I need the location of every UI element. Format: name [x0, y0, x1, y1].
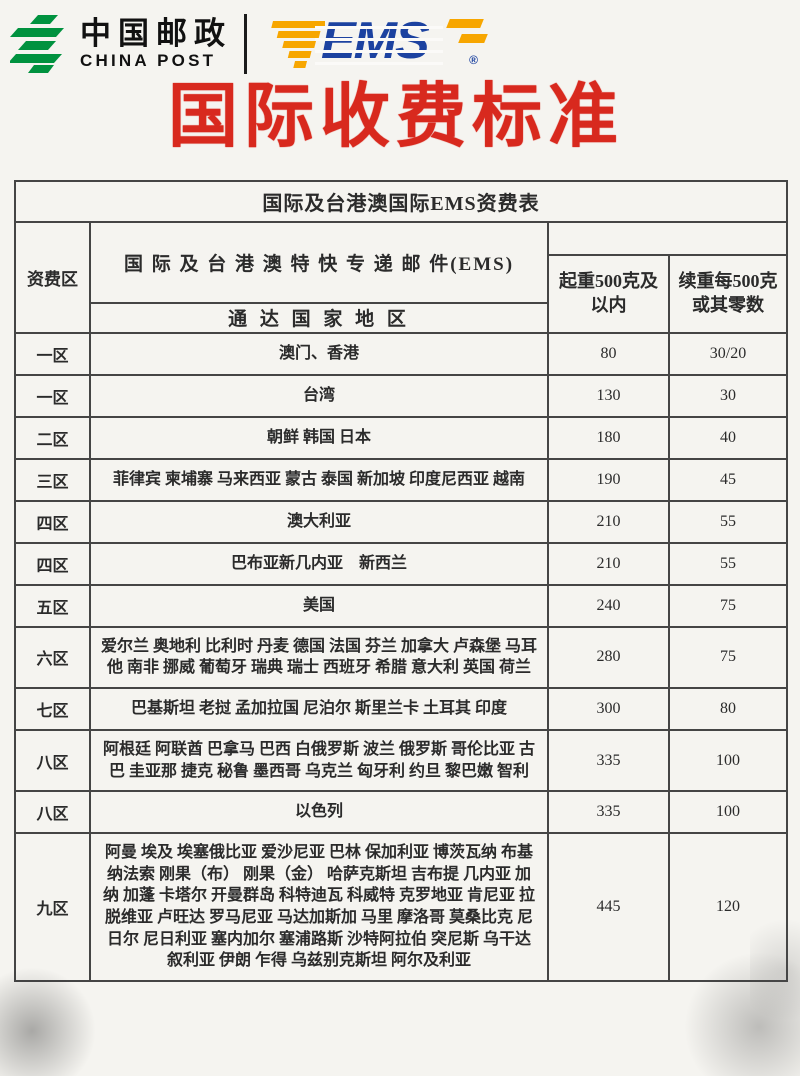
zone-cell: 一区 [14, 373, 91, 418]
additional-weight-price-cell: 55 [667, 499, 789, 544]
countries-cell: 朝鲜 韩国 日本 [89, 415, 549, 460]
additional-weight-price-cell: 100 [667, 728, 789, 793]
zone-cell: 四区 [14, 499, 91, 544]
ems-chevron-icon [271, 20, 325, 68]
zone-cell: 五区 [14, 583, 91, 628]
rate-table-body: 一区 澳门、香港 80 30/20 一区 台湾 130 30 二区 朝鲜 韩国 … [14, 331, 789, 982]
first-weight-price-cell: 240 [547, 583, 670, 628]
first-weight-price-cell: 210 [547, 499, 670, 544]
additional-weight-price-cell: 120 [667, 832, 789, 982]
header-zone: 资费区 [14, 220, 91, 334]
countries-cell: 以色列 [89, 790, 549, 835]
first-weight-price-cell: 130 [547, 373, 670, 418]
additional-weight-price-cell: 30 [667, 373, 789, 418]
rate-row: 二区 朝鲜 韩国 日本 180 40 [14, 415, 789, 460]
header-service: 国 际 及 台 港 澳 特 快 专 递 邮 件(EMS) [89, 220, 549, 304]
china-post-logo-icon [10, 14, 64, 73]
rate-row: 六区 爱尔兰 奥地利 比利时 丹麦 德国 法国 芬兰 加拿大 卢森堡 马耳他 南… [14, 625, 789, 689]
rate-row: 八区 以色列 335 100 [14, 790, 789, 835]
countries-cell: 澳门、香港 [89, 331, 549, 376]
rate-row: 四区 巴布亚新几内亚 新西兰 210 55 [14, 541, 789, 586]
countries-cell: 美国 [89, 583, 549, 628]
rate-row: 五区 美国 240 75 [14, 583, 789, 628]
header-row-1: 资费区 国 际 及 台 港 澳 特 快 专 递 邮 件(EMS) [14, 220, 789, 334]
additional-weight-price-cell: 75 [667, 583, 789, 628]
countries-cell: 巴基斯坦 老挝 孟加拉国 尼泊尔 斯里兰卡 土耳其 印度 [89, 686, 549, 731]
countries-cell: 台湾 [89, 373, 549, 418]
countries-cell: 爱尔兰 奥地利 比利时 丹麦 德国 法国 芬兰 加拿大 卢森堡 马耳他 南非 挪… [89, 625, 549, 689]
countries-cell: 阿根廷 阿联酋 巴拿马 巴西 白俄罗斯 波兰 俄罗斯 哥伦比亚 古巴 圭亚那 捷… [89, 728, 549, 793]
header-first-weight: 起重500克及以内 [547, 253, 670, 334]
ems-logo: EMS ® [263, 12, 488, 75]
brand-header: 中国邮政 CHINA POST EMS ® [0, 0, 800, 78]
first-weight-price-cell: 445 [547, 832, 670, 982]
zone-cell: 一区 [14, 331, 91, 376]
countries-cell: 澳大利亚 [89, 499, 549, 544]
zone-cell: 二区 [14, 415, 91, 460]
zone-cell: 八区 [14, 728, 91, 793]
additional-weight-price-cell: 75 [667, 625, 789, 689]
first-weight-price-cell: 180 [547, 415, 670, 460]
page-title: 国际收费标准 [168, 77, 624, 155]
header-row-2: 起重500克及以内 续重每500克或其零数 [15, 253, 789, 334]
first-weight-price-cell: 335 [547, 790, 670, 835]
zone-cell: 九区 [14, 832, 91, 982]
first-weight-price-cell: 190 [547, 457, 670, 502]
ems-rate-table: 国际及台港澳国际EMS资费表 资费区 国 际 及 台 港 澳 特 快 专 递 邮… [13, 179, 789, 982]
rate-row: 九区 阿曼 埃及 埃塞俄比亚 爱沙尼亚 巴林 保加利亚 博茨瓦纳 布基纳法索 刚… [14, 832, 789, 982]
zone-cell: 七区 [14, 686, 91, 731]
countries-cell: 阿曼 埃及 埃塞俄比亚 爱沙尼亚 巴林 保加利亚 博茨瓦纳 布基纳法索 刚果（布… [89, 832, 549, 982]
china-post-name-cn: 中国邮政 [80, 16, 232, 51]
zone-cell: 六区 [14, 625, 91, 689]
rate-row: 一区 台湾 130 30 [14, 373, 789, 418]
first-weight-price-cell: 210 [547, 541, 670, 586]
header-additional-weight: 续重每500克或其零数 [667, 253, 789, 334]
rate-row: 八区 阿根廷 阿联酋 巴拿马 巴西 白俄罗斯 波兰 俄罗斯 哥伦比亚 古巴 圭亚… [14, 728, 789, 793]
countries-cell: 菲律宾 柬埔寨 马来西亚 蒙古 泰国 新加坡 印度尼西亚 越南 [89, 457, 549, 502]
rate-row: 三区 菲律宾 柬埔寨 马来西亚 蒙古 泰国 新加坡 印度尼西亚 越南 190 4… [14, 457, 789, 502]
ems-dash-icon [446, 18, 484, 28]
brand-divider [244, 13, 247, 74]
header-row-3: 通 达 国 家 地 区 [15, 301, 787, 334]
additional-weight-price-cell: 30/20 [667, 331, 789, 376]
rate-row: 一区 澳门、香港 80 30/20 [14, 331, 789, 376]
ems-wordmark-stripes [315, 16, 443, 69]
zone-cell: 四区 [14, 541, 91, 586]
additional-weight-price-cell: 40 [667, 415, 789, 460]
ems-dash-icon [458, 33, 488, 43]
countries-cell: 巴布亚新几内亚 新西兰 [89, 541, 549, 586]
table-title: 国际及台港澳国际EMS资费表 [13, 179, 789, 223]
first-weight-price-cell: 300 [547, 686, 670, 731]
header-destination: 通 达 国 家 地 区 [89, 301, 549, 334]
zone-cell: 八区 [14, 790, 91, 835]
registered-trademark-icon: ® [469, 52, 478, 67]
rate-row: 四区 澳大利亚 210 55 [14, 499, 789, 544]
header-blank-cell [546, 220, 789, 256]
first-weight-price-cell: 335 [547, 728, 670, 793]
china-post-wordmark: 中国邮政 CHINA POST [80, 18, 232, 69]
additional-weight-price-cell: 100 [667, 790, 789, 835]
china-post-name-en: CHINA POST [80, 51, 217, 70]
first-weight-price-cell: 280 [547, 625, 670, 689]
zone-cell: 三区 [14, 457, 91, 502]
additional-weight-price-cell: 45 [667, 457, 789, 502]
first-weight-price-cell: 80 [547, 331, 670, 376]
rate-row: 七区 巴基斯坦 老挝 孟加拉国 尼泊尔 斯里兰卡 土耳其 印度 300 80 [14, 686, 789, 731]
additional-weight-price-cell: 80 [667, 686, 789, 731]
additional-weight-price-cell: 55 [667, 541, 789, 586]
table-title-row: 国际及台港澳国际EMS资费表 [13, 179, 789, 223]
